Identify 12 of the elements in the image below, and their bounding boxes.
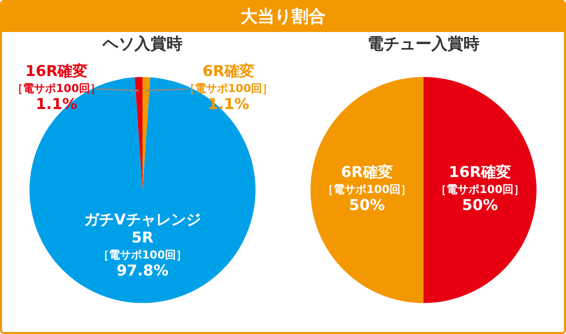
slice-label: 16R確変［電サポ100回］	[12, 62, 101, 95]
pie-slice	[424, 77, 536, 303]
chart-subtitle: ヘソ入賞時	[102, 34, 182, 53]
chart-subtitle: 電チュー入賞時	[368, 34, 480, 53]
slice-label: 16R確変［電サポ100回］	[436, 163, 524, 196]
chart-title: 大当り割合	[2, 2, 564, 32]
slice-label: ガチVチャレンジ 5R［電サポ100回］	[84, 210, 201, 262]
data-label: 50%	[349, 196, 385, 214]
data-label: 97.8%	[116, 262, 169, 280]
pie-slice	[310, 77, 424, 303]
data-label: 50%	[462, 196, 498, 214]
slice-label: 6R確変［電サポ100回］	[322, 163, 412, 196]
